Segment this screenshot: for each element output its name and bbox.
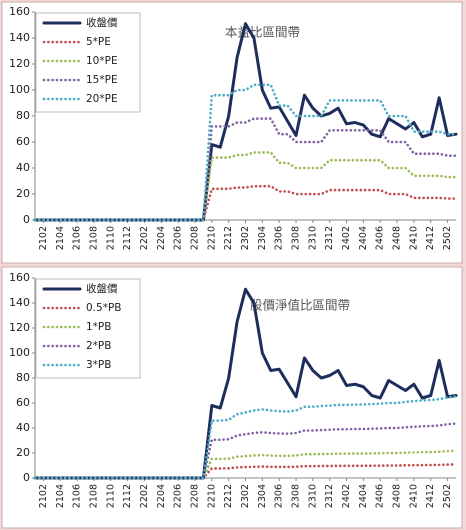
y-tick-label: 80 [16, 371, 30, 384]
y-tick-label: 100 [9, 83, 30, 96]
x-tick-label: 2502 [442, 484, 453, 508]
x-tick-label: 2312 [324, 226, 335, 250]
x-tick-label: 2502 [442, 226, 453, 250]
x-tick-label: 2406 [375, 484, 386, 508]
x-tick-label: 2306 [274, 226, 285, 250]
legend-box [35, 278, 141, 379]
x-tick-label: 2308 [291, 484, 302, 508]
x-tick-label: 2312 [324, 484, 335, 508]
x-tick-label: 2404 [358, 484, 369, 508]
x-tick-label: 2102 [38, 484, 49, 508]
x-tick-label: 2308 [291, 226, 302, 250]
y-tick-label: 0 [23, 213, 30, 226]
x-tick-label: 2404 [358, 226, 369, 250]
y-tick-label: 0 [23, 471, 30, 484]
x-tick-label: 2108 [88, 484, 99, 508]
x-tick-label: 2210 [206, 226, 217, 250]
x-tick-label: 2104 [55, 226, 66, 250]
x-tick-label: 2204 [156, 484, 167, 508]
x-tick-label: 2208 [189, 226, 200, 250]
y-tick-label: 160 [9, 271, 30, 284]
x-tick-label: 2408 [392, 484, 403, 508]
legend-label: 15*PE [86, 74, 118, 86]
x-tick-label: 2402 [341, 484, 352, 508]
y-tick-label: 20 [16, 446, 30, 459]
y-tick-label: 140 [9, 296, 30, 309]
series-line [33, 83, 458, 222]
legend-label: 1*PB [86, 321, 111, 333]
legend-label: 收盤價 [86, 16, 118, 29]
legend-box [35, 12, 141, 113]
x-tick-label: 2212 [223, 484, 234, 508]
x-tick-label: 2412 [425, 484, 436, 508]
y-tick-label: 40 [16, 421, 30, 434]
x-tick-label: 2206 [173, 226, 184, 250]
x-tick-label: 2102 [38, 226, 49, 250]
x-tick-label: 2304 [257, 226, 268, 250]
legend-label: 20*PE [86, 93, 118, 105]
series-line [33, 394, 458, 480]
x-tick-label: 2410 [408, 226, 419, 250]
legend-label: 收盤價 [86, 282, 118, 295]
y-tick-label: 40 [16, 161, 30, 174]
y-tick-label: 120 [9, 321, 30, 334]
y-tick-label: 60 [16, 135, 30, 148]
x-tick-label: 2302 [240, 226, 251, 250]
x-tick-label: 2212 [223, 226, 234, 250]
chart-title: 股價淨值比區間帶 [250, 298, 350, 313]
x-tick-label: 2110 [105, 226, 116, 250]
legend-label: 3*PB [86, 359, 111, 371]
x-tick-label: 2202 [139, 484, 150, 508]
y-tick-label: 100 [9, 346, 30, 359]
x-tick-label: 2412 [425, 226, 436, 250]
x-tick-label: 2112 [122, 226, 133, 250]
legend-label: 0.5*PB [86, 302, 121, 314]
y-tick-label: 120 [9, 57, 30, 70]
legend-label: 10*PE [86, 55, 118, 67]
x-tick-label: 2302 [240, 484, 251, 508]
x-tick-label: 2306 [274, 484, 285, 508]
x-tick-label: 2110 [105, 484, 116, 508]
x-tick-label: 2406 [375, 226, 386, 250]
x-tick-label: 2402 [341, 226, 352, 250]
legend-label: 2*PB [86, 340, 111, 352]
x-tick-label: 2304 [257, 484, 268, 508]
x-tick-label: 2104 [55, 484, 66, 508]
x-tick-label: 2202 [139, 226, 150, 250]
x-tick-label: 2206 [173, 484, 184, 508]
x-tick-label: 2310 [307, 484, 318, 508]
x-tick-label: 2210 [206, 484, 217, 508]
x-tick-label: 2208 [189, 484, 200, 508]
chart-title: 本益比區間帶 [225, 25, 300, 40]
y-tick-label: 60 [16, 396, 30, 409]
x-tick-label: 2108 [88, 226, 99, 250]
x-tick-label: 2112 [122, 484, 133, 508]
x-tick-label: 2408 [392, 226, 403, 250]
y-tick-label: 160 [9, 5, 30, 18]
y-tick-label: 20 [16, 187, 30, 200]
y-tick-label: 140 [9, 31, 30, 44]
x-tick-label: 2106 [72, 484, 83, 508]
x-tick-label: 2310 [307, 226, 318, 250]
legend-label: 5*PE [86, 36, 111, 48]
x-tick-label: 2204 [156, 226, 167, 250]
y-tick-label: 80 [16, 109, 30, 122]
x-tick-label: 2410 [408, 484, 419, 508]
x-tick-label: 2106 [72, 226, 83, 250]
